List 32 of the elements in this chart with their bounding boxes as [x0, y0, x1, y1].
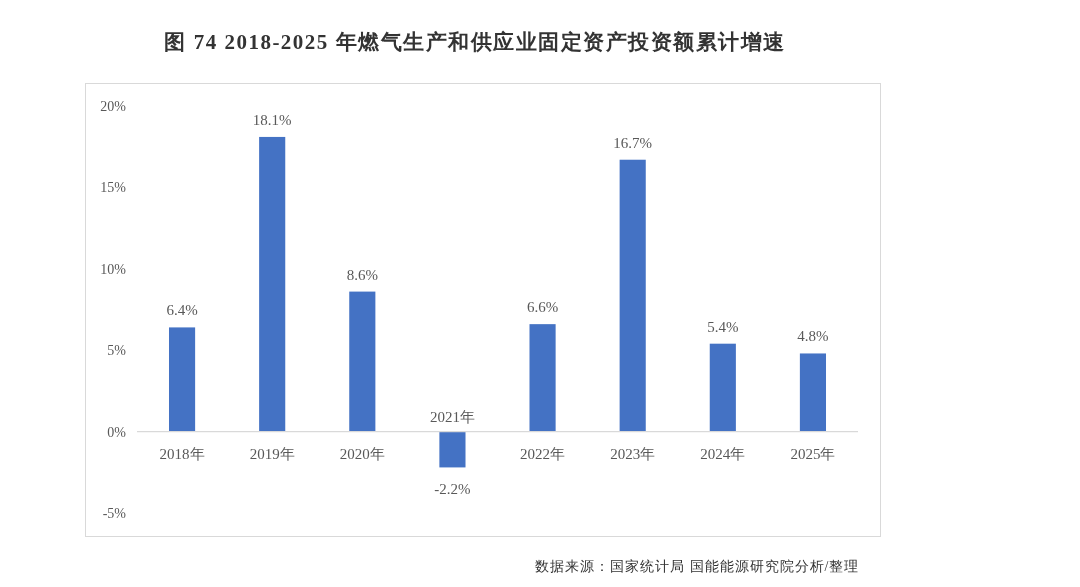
x-tick-label: 2025年 [790, 445, 836, 462]
data-label: 6.6% [526, 299, 559, 316]
bar [168, 327, 196, 432]
bar [259, 136, 286, 432]
data-label: 4.8% [797, 328, 829, 345]
y-tick-label: 15% [100, 180, 127, 196]
x-tick-label: 2020年 [339, 445, 385, 462]
data-label: 6.4% [166, 302, 198, 319]
data-label: 16.7% [613, 134, 653, 151]
data-label: 5.4% [707, 318, 739, 335]
data-label: 18.1% [252, 111, 292, 128]
x-tick-label: 2022年 [520, 445, 566, 462]
bar [349, 291, 376, 432]
x-tick-label: 2019年 [249, 445, 295, 462]
x-tick-label: 2024年 [700, 445, 746, 462]
y-tick-label: -5% [102, 505, 127, 521]
x-tick-label: 2021年 [429, 408, 475, 425]
bar [709, 343, 736, 432]
data-label: -2.2% [434, 481, 471, 498]
y-tick-label: 5% [107, 343, 127, 359]
y-tick-label: 10% [100, 261, 127, 277]
bar [529, 324, 556, 432]
bar [439, 431, 466, 468]
data-label: 8.6% [346, 266, 378, 283]
x-tick-label: 2018年 [159, 445, 205, 462]
source-note: 数据来源：国家统计局 国能能源研究院分析/整理 [535, 559, 860, 574]
y-tick-label: 0% [107, 424, 127, 440]
y-tick-label: 20% [100, 98, 127, 114]
bar [799, 353, 827, 432]
bar [619, 159, 646, 432]
x-tick-label: 2023年 [610, 445, 656, 462]
chart-title: 图 74 2018-2025 年燃气生产和供应业固定资产投资额累计增速 [164, 30, 786, 54]
